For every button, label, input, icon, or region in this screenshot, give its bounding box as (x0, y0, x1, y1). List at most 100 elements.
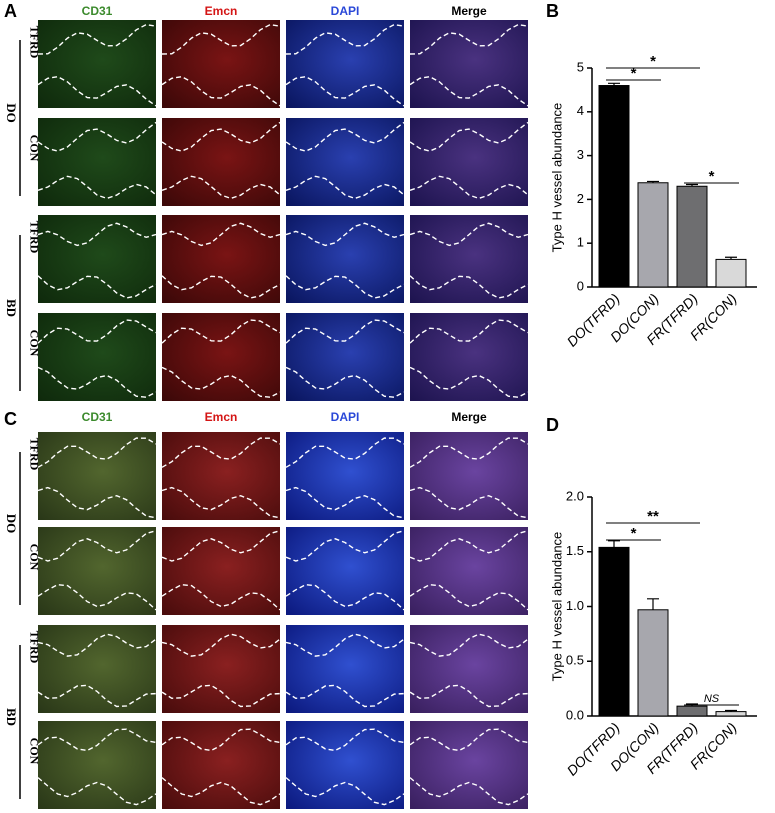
error-bar (647, 598, 659, 610)
error-bar (725, 709, 737, 712)
channel-label: CD31 (82, 4, 113, 18)
row-label: TFRD (27, 438, 41, 471)
bar (676, 185, 708, 288)
error-bar (608, 540, 620, 548)
y-tick-label: 0.0 (566, 707, 584, 722)
significance-label: * (650, 53, 656, 70)
vessel-boundary (409, 437, 529, 468)
row-label: TFRD (27, 221, 41, 254)
channel-label: DAPI (331, 410, 360, 424)
error-bar (647, 180, 659, 183)
microscopy-image (162, 215, 280, 303)
microscopy-image (286, 118, 404, 206)
vessel-boundary (285, 75, 405, 107)
error-bar (608, 82, 620, 86)
y-tick-label: 1 (577, 235, 584, 250)
vessel-boundary (161, 23, 281, 55)
y-tick-label: 2 (577, 191, 584, 206)
bar (715, 258, 747, 288)
vessel-boundary (285, 366, 405, 398)
microscopy-image (410, 215, 528, 303)
vessel-boundary (409, 530, 529, 562)
vessel-boundary (37, 121, 157, 152)
vessel-boundary (161, 366, 281, 398)
significance-label: NS (704, 693, 720, 705)
microscopy-image (38, 118, 156, 206)
vessel-boundary (37, 530, 157, 562)
vessel-boundary (285, 23, 405, 55)
vessel-boundary (409, 121, 529, 152)
microscopy-image (162, 721, 280, 809)
channel-label: DAPI (331, 4, 360, 18)
microscopy-image (162, 625, 280, 713)
y-tick-label: 4 (577, 103, 584, 118)
y-tick-label: 3 (577, 147, 584, 162)
microscopy-image (286, 432, 404, 520)
microscopy-image (162, 432, 280, 520)
microscopy-image (410, 20, 528, 108)
vessel-boundary (37, 222, 157, 247)
channel-label: Emcn (205, 410, 238, 424)
vessel-boundary (161, 728, 281, 752)
vessel-boundary (285, 486, 405, 519)
y-tick-label: 1.5 (566, 543, 584, 558)
vessel-boundary (37, 728, 157, 752)
microscopy-image (162, 118, 280, 206)
y-axis-label: Type H vessel abundance (549, 532, 564, 682)
vessel-boundary (161, 175, 281, 200)
row-label: CON (27, 330, 41, 357)
panel-label: B (546, 1, 559, 21)
vessel-boundary (409, 777, 529, 806)
vessel-boundary (37, 23, 157, 55)
vessel-boundary (37, 437, 157, 468)
vessel-boundary (285, 319, 405, 344)
microscopy-image (38, 215, 156, 303)
microscopy-image (162, 20, 280, 108)
vessel-boundary (409, 222, 529, 247)
row-label: CON (27, 544, 41, 571)
vessel-boundary (409, 366, 529, 398)
bar (598, 546, 630, 717)
y-axis-label: Type H vessel abundance (549, 103, 564, 253)
row-label: CON (27, 135, 41, 162)
vessel-boundary (285, 175, 405, 200)
vessel-boundary (409, 23, 529, 55)
vessel-boundary (285, 728, 405, 752)
vessel-boundary (161, 486, 281, 519)
microscopy-image (410, 721, 528, 809)
vessel-boundary (161, 75, 281, 107)
vessel-boundary (409, 684, 529, 708)
group-label: DO (4, 514, 19, 534)
vessel-boundary (285, 275, 405, 299)
channel-label: CD31 (82, 410, 113, 424)
microscopy-image (286, 721, 404, 809)
vessel-boundary (161, 121, 281, 152)
y-tick-label: 0 (577, 278, 584, 293)
significance-label: * (709, 168, 715, 185)
panel-label: D (546, 415, 559, 435)
row-label: TFRD (27, 26, 41, 59)
bar (598, 85, 630, 288)
vessel-boundary (285, 121, 405, 152)
vessel-boundary (285, 684, 405, 708)
vessel-boundary (161, 777, 281, 806)
vessel-boundary (37, 275, 157, 299)
vessel-boundary (161, 275, 281, 299)
microscopy-image (162, 313, 280, 401)
group-label: BD (4, 708, 19, 726)
microscopy-image (410, 313, 528, 401)
vessel-boundary (161, 319, 281, 344)
microscopy-image (38, 432, 156, 520)
bar (715, 711, 747, 717)
microscopy-image (410, 432, 528, 520)
vessel-boundary (409, 728, 529, 752)
vessel-boundary (285, 777, 405, 806)
microscopy-image (38, 20, 156, 108)
vessel-boundary (161, 437, 281, 468)
channel-label: Merge (451, 4, 487, 18)
microscopy-image (286, 625, 404, 713)
group-label: BD (4, 299, 19, 317)
vessel-boundary (409, 275, 529, 299)
microscopy-image (38, 313, 156, 401)
